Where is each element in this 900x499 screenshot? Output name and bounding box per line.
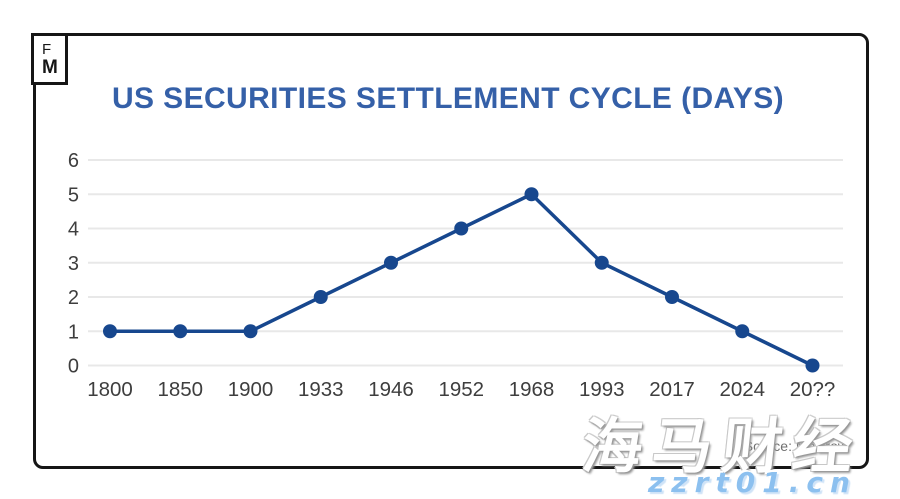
fm-logo-letter-m: M: [42, 57, 58, 78]
fm-logo-letter-f: F: [42, 41, 52, 58]
x-tick-label: 1900: [228, 378, 274, 401]
x-tick-label: 20??: [790, 378, 836, 401]
x-tick-label: 1800: [87, 378, 133, 401]
data-point: [243, 324, 258, 339]
x-tick-label: 1993: [579, 378, 625, 401]
source-attribution: Source: Mesirow: [743, 438, 848, 454]
y-tick-label: 2: [68, 287, 79, 309]
y-tick-label: 4: [68, 219, 79, 241]
y-tick-label: 1: [68, 321, 79, 343]
data-point: [665, 290, 679, 304]
y-tick-label: 5: [68, 184, 79, 206]
y-tick-label: 0: [68, 356, 79, 378]
x-tick-label: 2017: [649, 378, 695, 401]
x-tick-label: 1933: [298, 378, 344, 401]
x-tick-label: 1968: [509, 378, 555, 401]
fm-logo: F M: [31, 33, 68, 85]
data-point: [594, 255, 609, 270]
data-point: [313, 290, 328, 304]
trend-line: [108, 192, 815, 368]
y-tick-label: 6: [68, 150, 79, 172]
data-point: [454, 221, 469, 236]
data-point: [735, 324, 750, 339]
x-tick-label: 1946: [368, 378, 414, 401]
x-tick-label: 1850: [157, 378, 203, 401]
data-point: [524, 187, 539, 202]
data-point: [103, 324, 117, 339]
watermark-site-url: zzrt01.cn: [648, 466, 857, 499]
x-tick-label: 1952: [438, 378, 484, 401]
data-point: [384, 255, 398, 270]
data-point: [173, 324, 188, 339]
data-point: [805, 358, 820, 373]
chart-title: US SECURITIES SETTLEMENT CYCLE (DAYS): [111, 82, 785, 115]
y-tick-label: 3: [68, 253, 79, 275]
chart-card: [33, 33, 869, 469]
x-tick-label: 2024: [719, 378, 765, 401]
